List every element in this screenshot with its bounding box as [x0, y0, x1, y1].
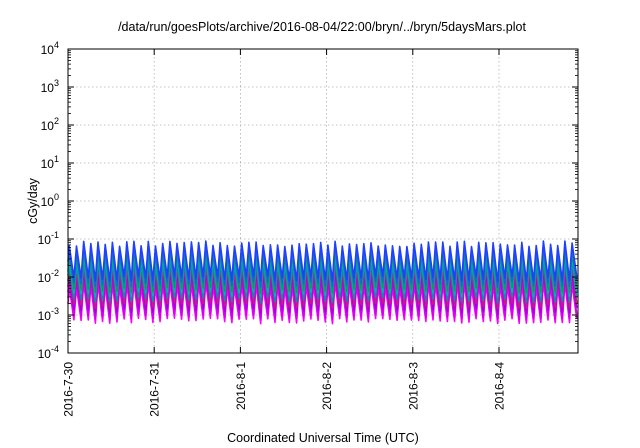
x-tick-label: 2016-8-3 — [406, 362, 420, 410]
chart-title: /data/run/goesPlots/archive/2016-08-04/2… — [118, 20, 526, 34]
x-tick-labels: 2016-7-30 2016-7-31 2016-8-1 2016-8-2 2016-8… — [62, 362, 507, 417]
y-tick-label: 102 — [41, 116, 59, 133]
series-layer — [67, 240, 578, 325]
y-tick-label: 103 — [41, 78, 59, 95]
x-axis-label: Coordinated Universal Time (UTC) — [227, 431, 419, 445]
x-tick-label: 2016-7-30 — [62, 362, 76, 417]
y-tick-label: 10-1 — [38, 230, 59, 247]
y-tick-labels: 10-4 10-3 10-2 10-1 100 101 102 103 104 — [38, 40, 59, 361]
ticks — [67, 48, 578, 354]
x-tick-label: 2016-8-1 — [234, 362, 248, 410]
y-tick-label: 10-2 — [38, 268, 59, 285]
series-line — [67, 240, 578, 283]
y-tick-label: 10-3 — [38, 306, 59, 323]
x-tick-label: 2016-8-2 — [320, 362, 334, 410]
y-axis-label: cGy/day — [26, 177, 40, 224]
y-tick-label: 104 — [41, 40, 59, 57]
y-tick-label: 101 — [41, 154, 59, 171]
y-tick-label: 10-4 — [38, 344, 59, 361]
x-tick-label: 2016-8-4 — [492, 362, 506, 410]
y-tick-label: 100 — [41, 192, 59, 209]
x-tick-label: 2016-7-31 — [148, 362, 162, 417]
